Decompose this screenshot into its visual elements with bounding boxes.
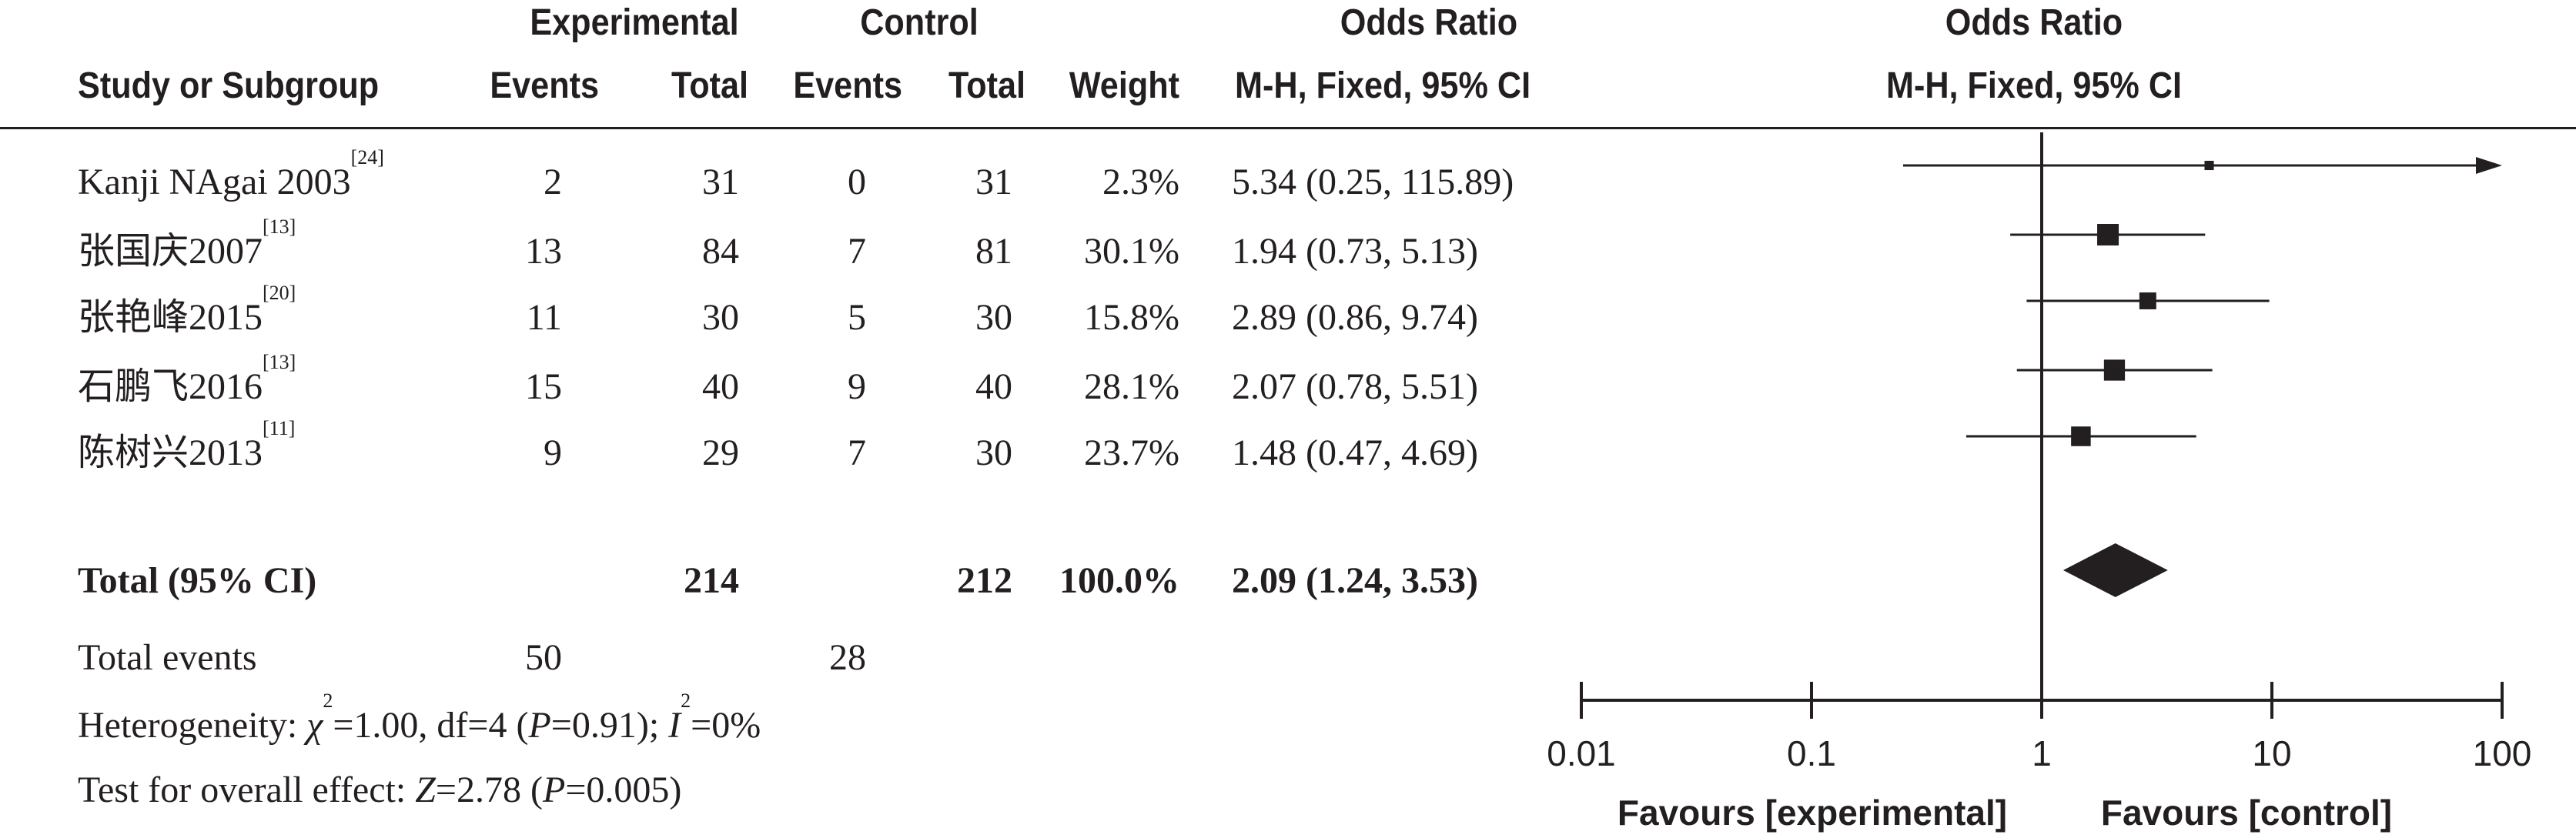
ctl-total-cell: 30	[975, 432, 1012, 473]
total-exp-total: 214	[684, 560, 739, 601]
ctl-total-cell: 31	[975, 162, 1012, 202]
exp-events-cell: 9	[544, 432, 562, 473]
ctl-events-cell: 9	[848, 366, 866, 407]
weight-cell: 15.8%	[1084, 297, 1179, 338]
study-name: 陈树兴2013[11]	[78, 417, 296, 474]
ctl-events-cell: 0	[848, 162, 866, 202]
exp-total-cell: 84	[702, 231, 739, 272]
exp-events-cell: 11	[526, 297, 562, 338]
exp-events-cell: 15	[525, 366, 562, 407]
ci-cell: 2.89 (0.86, 9.74)	[1232, 297, 1478, 338]
study-name: Kanji NAgai 2003[24]	[78, 146, 384, 203]
header-experimental: Experimental	[530, 2, 739, 43]
ctl-events-cell: 7	[848, 432, 866, 473]
study-name: 张国庆2007[13]	[78, 215, 296, 272]
header-exp-events: Events	[490, 65, 599, 106]
heterogeneity-line: Heterogeneity: χ2=1.00, df=4 (P=0.91); I…	[78, 689, 761, 746]
total-events-exp: 50	[525, 637, 562, 678]
header-control: Control	[860, 2, 979, 43]
header-rule	[0, 127, 2576, 129]
exp-events-cell: 13	[525, 231, 562, 272]
ctl-total-cell: 40	[975, 366, 1012, 407]
header-odds-ratio-plot: Odds Ratio	[1945, 2, 2123, 43]
total-ci: 2.09 (1.24, 3.53)	[1232, 560, 1478, 601]
ctl-total-cell: 81	[975, 231, 1012, 272]
study-name: 石鹏飞2016[13]	[78, 351, 296, 408]
total-ctl-total: 212	[957, 560, 1012, 601]
study-point	[2097, 224, 2119, 245]
overall-effect-line: Test for overall effect: Z=2.78 (P=0.005…	[78, 770, 682, 810]
header-method-table: M-H, Fixed, 95% CI	[1235, 65, 1531, 106]
pooled-diamond	[2062, 543, 2168, 597]
total-events-ctl: 28	[829, 637, 866, 678]
x-tick-label: 100	[2473, 733, 2532, 773]
ctl-events-cell: 7	[848, 231, 866, 272]
study-point	[2071, 426, 2091, 446]
weight-cell: 23.7%	[1084, 432, 1179, 473]
total-label: Total (95% CI)	[78, 560, 317, 601]
weight-cell: 28.1%	[1084, 366, 1179, 407]
ctl-events-cell: 5	[848, 297, 866, 338]
weight-cell: 30.1%	[1084, 231, 1179, 272]
ci-cell: 1.48 (0.47, 4.69)	[1232, 432, 1478, 473]
ci-cell: 5.34 (0.25, 115.89)	[1232, 162, 1514, 202]
exp-total-cell: 30	[702, 297, 739, 338]
exp-events-cell: 2	[544, 162, 562, 202]
x-tick-label: 0.01	[1547, 733, 1616, 773]
ci-cell: 1.94 (0.73, 5.13)	[1232, 231, 1478, 272]
header-method-plot: M-H, Fixed, 95% CI	[1885, 65, 2183, 106]
total-events-label: Total events	[78, 637, 257, 678]
exp-total-cell: 40	[702, 366, 739, 407]
study-name: 张艳峰2015[20]	[78, 282, 296, 339]
x-tick-label: 0.1	[1787, 733, 1836, 773]
x-tick-label: 10	[2252, 733, 2291, 773]
total-weight: 100.0%	[1059, 560, 1179, 601]
ci-arrow	[2476, 157, 2502, 174]
header-study-or-subgroup: Study or Subgroup	[78, 65, 380, 106]
favours-control-label: Favours [control]	[2101, 793, 2392, 833]
header-ctl-events: Events	[793, 65, 902, 106]
favours-experimental-label: Favours [experimental]	[1618, 793, 2007, 833]
header-weight: Weight	[1069, 65, 1179, 106]
study-point	[2139, 292, 2156, 309]
x-tick-label: 1	[2032, 733, 2052, 773]
study-point	[2204, 160, 2214, 171]
exp-total-cell: 31	[702, 162, 739, 202]
weight-cell: 2.3%	[1102, 162, 1179, 202]
exp-total-cell: 29	[702, 432, 739, 473]
ci-cell: 2.07 (0.78, 5.51)	[1232, 366, 1478, 407]
study-point	[2103, 359, 2126, 381]
ctl-total-cell: 30	[975, 297, 1012, 338]
header-ctl-total: Total	[948, 65, 1025, 106]
header-exp-total: Total	[671, 65, 748, 106]
header-odds-ratio-table: Odds Ratio	[1340, 2, 1518, 43]
